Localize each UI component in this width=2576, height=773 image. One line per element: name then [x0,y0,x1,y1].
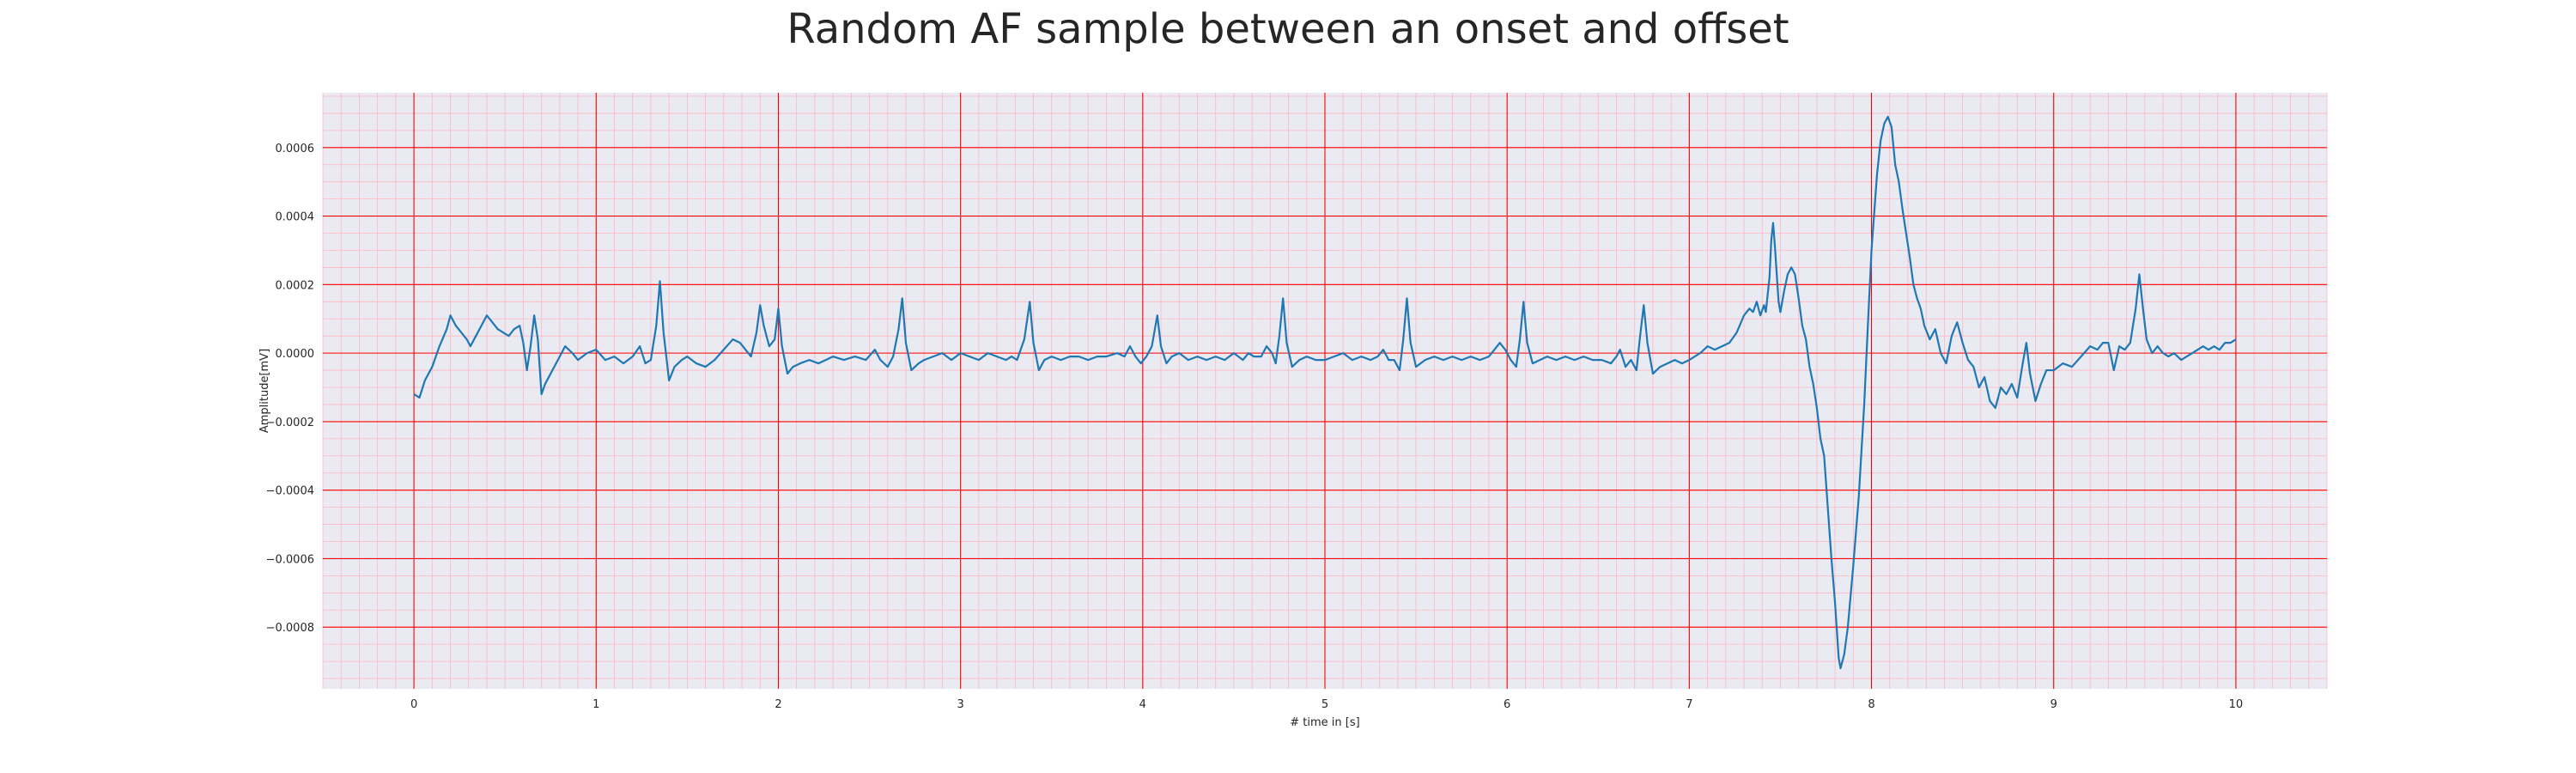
x-tick-label: 5 [1321,698,1328,711]
x-tick-label: 10 [2229,698,2244,711]
y-tick-label: 0.0006 [276,143,315,155]
major-grid [323,93,2327,689]
y-tick-label: −0.0008 [266,622,314,635]
x-tick-label: 1 [592,698,599,711]
y-tick-label: 0.0002 [276,279,315,292]
series-line [413,115,2237,670]
x-tick-label: 6 [1504,698,1510,711]
y-tick-label: −0.0002 [266,417,314,429]
y-tick-labels: −0.0008 −0.0006 −0.0004 −0.0002 0.0000 0.0002… [266,143,314,635]
y-tick-label: −0.0006 [266,553,314,566]
y-axis-label: Amplitude[mV] [258,349,271,433]
x-tick-labels: 0 1 2 3 4 5 6 7 8 9 10 [410,698,2243,711]
y-tick-label: 0.0000 [276,348,315,361]
x-tick-label: 4 [1139,698,1146,711]
x-tick-label: 3 [957,698,963,711]
x-tick-label: 2 [775,698,781,711]
y-tick-label: −0.0004 [266,485,314,498]
x-axis-label: # time in [s] [1290,716,1359,729]
x-tick-label: 7 [1686,698,1692,711]
x-tick-label: 9 [2050,698,2057,711]
chart-title: Random AF sample between an onset and of… [787,5,1789,53]
x-tick-label: 0 [410,698,417,711]
y-tick-label: 0.0004 [276,211,315,224]
x-tick-label: 8 [1868,698,1874,711]
